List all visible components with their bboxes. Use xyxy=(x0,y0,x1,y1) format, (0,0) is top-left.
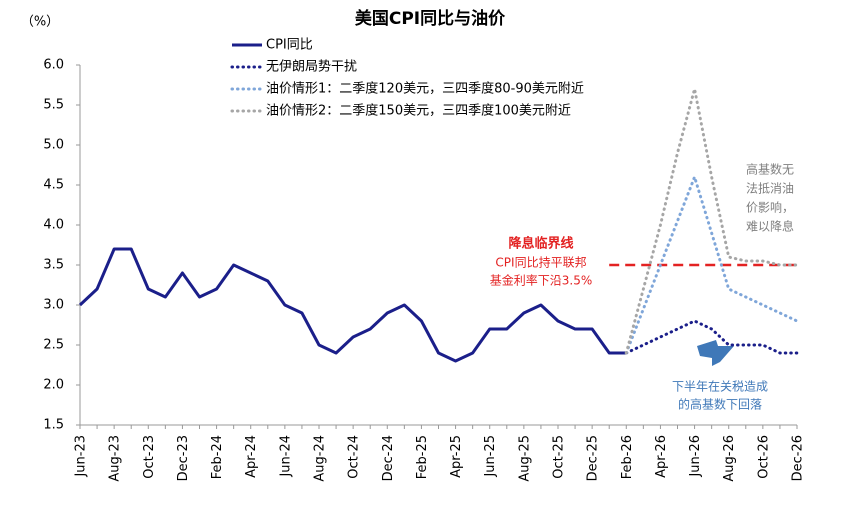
x-tick-label: Aug-25 xyxy=(517,435,532,482)
annotation: 下半年在关税造成 xyxy=(672,380,768,394)
x-tick-label: Dec-23 xyxy=(176,435,191,481)
y-tick-label: 3.0 xyxy=(43,298,64,313)
series-line xyxy=(78,247,627,363)
x-tick-label: Apr-25 xyxy=(449,435,464,478)
x-tick-label: Jun-25 xyxy=(483,435,498,478)
x-tick-label: Dec-26 xyxy=(791,435,806,481)
y-tick-label: 4.5 xyxy=(43,178,64,193)
x-tick-label: Apr-24 xyxy=(244,435,259,478)
annotation: 法抵消油 xyxy=(746,182,794,196)
legend-label: 油价情形1：二季度120美元，三四季度80-90美元附近 xyxy=(266,81,584,97)
annotation: 高基数无 xyxy=(746,162,794,177)
series-line xyxy=(624,87,799,355)
x-tick-label: Apr-26 xyxy=(654,435,669,478)
y-tick-label: 4.0 xyxy=(43,218,64,233)
x-tick-label: Dec-25 xyxy=(586,435,601,481)
x-tick-label: Jun-24 xyxy=(278,435,293,478)
y-tick-label: 1.5 xyxy=(43,418,64,433)
x-tick-label: Jun-23 xyxy=(74,435,89,478)
legend-label: 油价情形2：二季度150美元，三四季度100美元附近 xyxy=(266,103,571,119)
legend-label: CPI同比 xyxy=(266,38,313,53)
y-tick-label: 3.5 xyxy=(43,258,64,273)
x-tick-label: Oct-25 xyxy=(552,435,567,479)
x-tick-label: Dec-24 xyxy=(381,435,396,481)
reference-note: CPI同比持平联邦 xyxy=(495,255,586,270)
reference-label: 降息临界线 xyxy=(508,236,573,252)
x-tick-label: Feb-26 xyxy=(620,435,635,479)
x-tick-label: Feb-24 xyxy=(210,435,225,479)
x-tick-label: Jun-26 xyxy=(688,435,703,478)
x-tick-label: Aug-26 xyxy=(722,435,737,482)
y-tick-label: 2.5 xyxy=(43,338,64,353)
y-tick-label: 5.5 xyxy=(43,98,64,113)
x-tick-label: Oct-23 xyxy=(142,435,157,479)
x-tick-label: Aug-24 xyxy=(313,435,328,482)
reference-note: 基金利率下沿3.5% xyxy=(490,273,593,288)
chart-title: 美国CPI同比与油价 xyxy=(355,8,506,29)
arrow xyxy=(697,340,734,366)
y-tick-label: 2.0 xyxy=(43,378,64,393)
annotation: 价影响， xyxy=(746,200,794,215)
y-tick-label: 5.0 xyxy=(43,138,64,153)
legend-label: 无伊朗局势干扰 xyxy=(266,59,357,75)
x-tick-label: Aug-23 xyxy=(108,435,123,482)
x-tick-label: Feb-25 xyxy=(415,435,430,479)
series-line xyxy=(624,175,799,355)
series-line xyxy=(624,319,799,355)
y-tick-label: 6.0 xyxy=(43,58,64,73)
y-unit: （%） xyxy=(21,15,59,30)
x-tick-label: Oct-26 xyxy=(756,435,771,479)
annotation: 难以降息 xyxy=(746,219,794,234)
x-tick-label: Oct-24 xyxy=(347,435,362,479)
annotation: 的高基数下回落 xyxy=(678,397,762,412)
